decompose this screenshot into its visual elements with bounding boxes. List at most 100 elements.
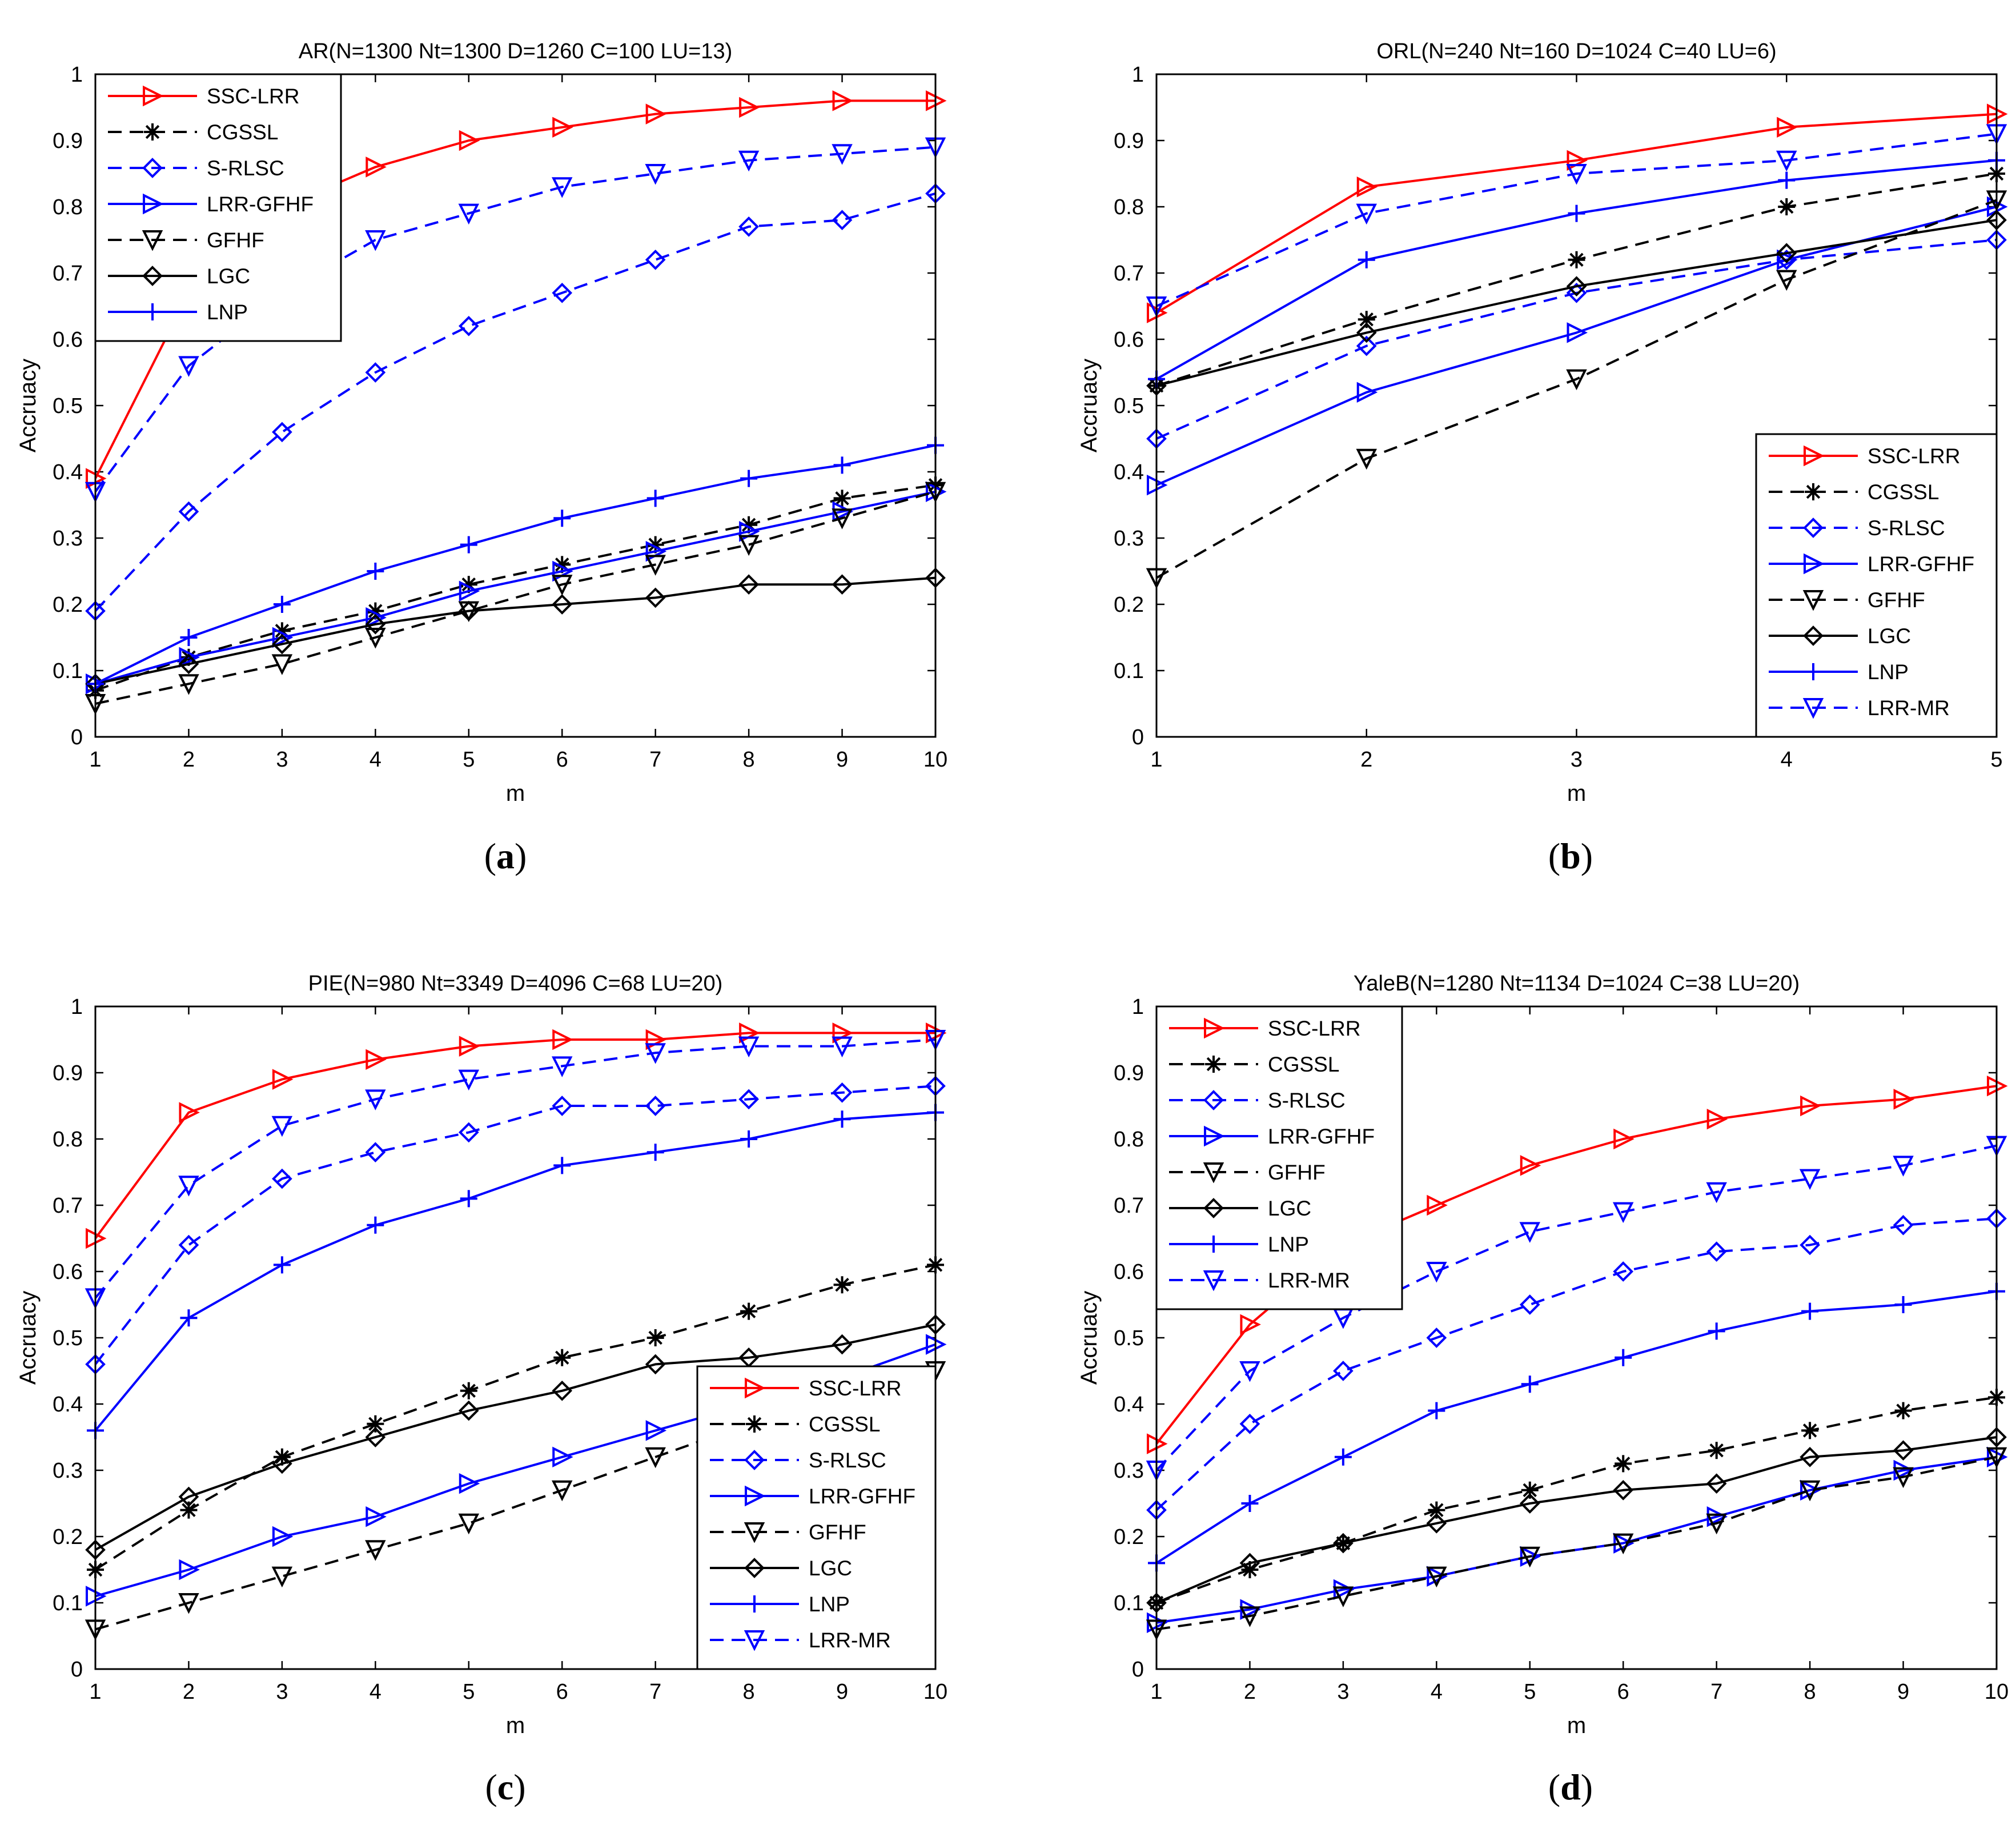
x-tick-label: 7 [649,748,661,772]
data-point-lrr-mr [1893,1156,1914,1177]
series-line-lgc [95,576,936,685]
y-tick-label: 0.1 [53,659,83,683]
data-point-cgssl [273,622,291,640]
legend-marker [744,1522,765,1543]
data-point-s-rlsc [178,501,199,522]
y-axis-label: Accruacy [15,1291,41,1385]
data-point-gfhf [832,508,853,530]
data-point-lrr-gfhf [645,1420,667,1441]
data-point-ssc-lrr [272,1069,294,1090]
legend-item-ssc-lrr: SSC-LRR [108,85,299,108]
data-point-lgc [272,633,292,655]
data-point-ssc-lrr [552,1029,573,1050]
data-point-lrr-mr [1356,203,1377,225]
y-tick-label: 0.3 [1114,527,1144,551]
data-point-lnp [1615,1349,1632,1366]
data-point-lrr-mr [1566,164,1587,185]
data-point-lgc [272,1453,292,1474]
x-tick-label: 4 [370,748,381,772]
x-tick-label: 9 [1897,1680,1909,1704]
legend-label: GFHF [207,228,264,252]
data-point-gfhf [1332,1586,1354,1607]
y-tick-label: 0.4 [53,460,83,484]
data-point-lnp [646,490,664,507]
y-tick-label: 1 [1132,63,1144,87]
data-point-cgssl [740,1302,758,1320]
legend-item-lgc: LGC [1769,624,1911,648]
y-tick-label: 0.1 [53,1591,83,1615]
series-lrr-mr [1146,1136,2007,1482]
data-point-cgssl [1428,1501,1445,1519]
data-point-cgssl [646,536,664,554]
legend-label: CGSSL [207,121,278,144]
series-line-lnp [95,444,936,685]
chart-title: AR(N=1300 Nt=1300 D=1260 C=100 LU=13) [299,39,732,63]
legend-item-lrr-mr: LRR-MR [1769,696,1950,720]
chart-panel-c: PIE(N=980 Nt=3349 D=4096 C=68 LU=20) 1 2 3 4… [15,972,947,1807]
series-line-ssc-lrr [94,1032,935,1240]
chart-panel-b: ORL(N=240 Nt=160 D=1024 C=40 LU=6) 1 2 3 4 5 0… [1077,39,2008,876]
data-point-gfhf [458,1513,480,1535]
x-tick-label: 2 [1244,1680,1256,1704]
series-line-gfhf [1156,1455,1997,1631]
data-point-lnp [460,536,477,554]
data-point-gfhf [1893,1467,1914,1489]
legend-marker [746,1415,763,1433]
data-point-s-rlsc [1800,1234,1820,1256]
data-point-lrr-mr [1426,1262,1447,1283]
data-point-ssc-lrr [366,1049,387,1070]
legend-marker [1205,1236,1222,1253]
data-point-lrr-mr [645,1043,666,1064]
series-lgc [85,567,946,695]
legend-label: LRR-GFHF [1268,1125,1375,1148]
legend-marker [143,193,164,215]
panel-caption: (b) [1548,836,1593,876]
legend-label: SSC-LRR [809,1377,901,1400]
data-point-lrr-gfhf [459,580,480,602]
data-point-gfhf [178,1593,199,1614]
legend-marker [1803,518,1824,538]
legend-marker [1203,1162,1224,1184]
data-point-s-rlsc [1519,1294,1540,1315]
legend-item-s-rlsc: S-RLSC [1769,516,1945,540]
legend-label: LNP [207,300,248,324]
chart-title: ORL(N=240 Nt=160 D=1024 C=40 LU=6) [1376,39,1776,63]
data-point-lgc [1613,1479,1634,1501]
data-point-gfhf [1566,369,1587,391]
y-tick-label: 1 [71,995,83,1019]
data-point-lgc [1356,322,1377,343]
legend-marker [1803,625,1824,646]
data-point-lnp [180,629,198,646]
data-point-ssc-lrr [179,1102,200,1123]
data-point-gfhf [271,654,293,675]
y-tick-label: 0.2 [1114,593,1144,617]
data-point-lrr-gfhf [272,627,294,648]
data-point-gfhf [645,555,666,576]
data-point-gfhf [645,1447,666,1469]
series-line-lgc [95,1323,936,1551]
data-point-lgc [552,594,573,615]
legend-label: GFHF [1868,588,1925,612]
data-point-s-rlsc [365,1142,386,1163]
data-point-lgc [1800,1446,1820,1467]
data-point-ssc-lrr [1706,1108,1728,1130]
legend-item-lrr-gfhf: LRR-GFHF [710,1485,915,1508]
series-line-cgssl [1156,1396,1997,1604]
data-point-lgc [178,1486,199,1507]
data-point-ssc-lrr [1613,1128,1635,1150]
x-tick-label: 1 [1150,748,1162,772]
data-point-lgc [1706,1473,1727,1494]
x-tick-label: 6 [1617,1680,1629,1704]
data-point-ssc-lrr [1800,1095,1821,1117]
data-point-s-rlsc [1706,1241,1727,1262]
legend: SSC-LRR CGSSL S-RLSC LRR-GFHF GFHF LGC LNP LRR-… [696,1365,937,1670]
series-line-gfhf [1156,199,1997,579]
legend-marker [1804,553,1825,575]
y-tick-label: 0.4 [1114,460,1144,484]
series-line-cgssl [95,484,936,692]
legend-item-gfhf: GFHF [108,228,264,252]
x-tick-label: 5 [1524,1680,1536,1704]
data-point-lnp [1521,1375,1539,1393]
data-point-lrr-mr [1706,1182,1727,1204]
plot-frame [94,1005,937,1670]
